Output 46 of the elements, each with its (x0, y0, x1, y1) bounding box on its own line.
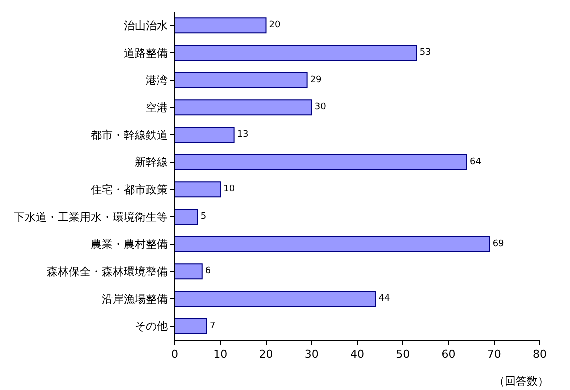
bar (175, 44, 418, 62)
x-tick-label: 50 (396, 348, 410, 362)
data-label: 5 (200, 212, 207, 222)
y-tick-label: 都市・幹線鉄道 (90, 128, 168, 142)
data-label: 44 (378, 294, 390, 304)
data-label: 69 (492, 239, 505, 250)
x-tick-label: 0 (172, 348, 178, 362)
y-tick-label: 空港 (146, 102, 168, 115)
x-tick-label: 20 (259, 348, 274, 362)
bar (175, 318, 208, 334)
bar (175, 264, 203, 280)
data-label: 53 (420, 48, 432, 58)
y-tick-label: その他 (134, 320, 168, 334)
bar (175, 18, 267, 34)
x-tick-label: 80 (533, 348, 547, 362)
bar (175, 290, 376, 308)
y-tick-label: 港湾 (146, 74, 168, 88)
x-tick-label: 40 (350, 348, 364, 362)
data-label: 29 (310, 75, 322, 86)
y-tick-label: 新幹線 (134, 156, 168, 170)
data-label: 13 (237, 130, 249, 140)
y-tick-label: 農業・農村整備 (90, 238, 168, 252)
data-label: 10 (224, 184, 236, 195)
bar (175, 72, 308, 88)
data-label: 6 (205, 266, 212, 277)
x-tick-label: 10 (214, 348, 228, 362)
bar (175, 126, 235, 144)
x-tick-label: 30 (304, 348, 319, 362)
y-tick-label: 住宅・都市政策 (90, 184, 168, 197)
y-tick-label: 沿岸漁場整備 (102, 292, 168, 306)
data-label: 30 (314, 102, 327, 113)
bar (175, 154, 468, 170)
data-label: 20 (269, 20, 281, 31)
x-tick-label: 60 (442, 348, 456, 362)
bar (175, 182, 222, 198)
x-axis-title: （回答数） (494, 375, 549, 388)
data-label: 64 (470, 157, 482, 168)
data-label: 7 (210, 321, 216, 332)
x-tick-label: 70 (487, 348, 502, 362)
y-tick-label: 下水道・工業用水・環境衛生等 (14, 210, 168, 224)
y-tick-label: 治山治水 (124, 20, 168, 33)
bar (175, 236, 490, 252)
bar (175, 208, 198, 226)
y-tick-label: 道路整備 (124, 46, 168, 60)
bar (175, 100, 312, 116)
y-tick-label: 森林保全・森林環境整備 (46, 266, 168, 279)
